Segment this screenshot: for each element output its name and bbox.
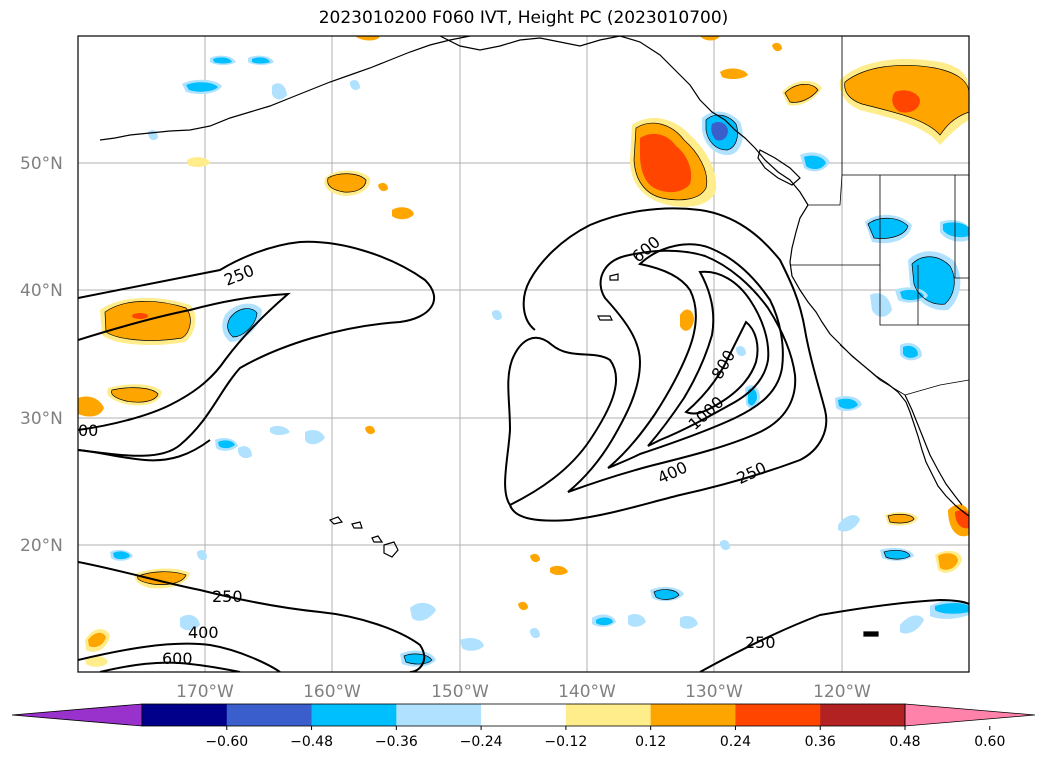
lat-label: 20°N — [20, 536, 63, 556]
colorbar-border — [141, 703, 906, 727]
negative-anomaly-shading — [110, 55, 969, 667]
map-title: 2023010200 F060 IVT, Height PC (20230107… — [318, 8, 729, 28]
lon-label: 140°W — [558, 682, 616, 702]
latitude-labels: 50°N 40°N 30°N 20°N — [20, 154, 63, 556]
lon-label: 160°W — [303, 682, 361, 702]
colorbar-segment — [650, 704, 736, 726]
colorbar-tick-label: −0.36 — [375, 734, 418, 750]
colorbar-tick-label: 0.24 — [720, 734, 751, 750]
colorbar-segment — [142, 704, 228, 726]
colorbar-tick-label: −0.60 — [205, 734, 248, 750]
anomaly-outlines — [104, 65, 969, 665]
colorbar-segment — [396, 704, 482, 726]
lat-label: 30°N — [20, 409, 63, 429]
colorbar-extend-low — [11, 703, 143, 727]
map-background — [78, 36, 969, 672]
contour-label: 600 — [162, 649, 193, 668]
colorbar: −0.60 −0.48 −0.36 −0.24 −0.12 0.12 0.24 0.36 0.4… — [11, 703, 1036, 750]
colorbar-tick-label: 0.48 — [889, 734, 920, 750]
map-frame — [77, 35, 970, 673]
colorbar-extend-high — [904, 703, 1036, 727]
contour-label: 250 — [212, 587, 243, 606]
lon-label: 170°W — [176, 682, 234, 702]
colorbar-tick-label: −0.24 — [460, 734, 503, 750]
colorbar-tick-label: 0.60 — [974, 734, 1005, 750]
lon-label: 120°W — [813, 682, 871, 702]
lat-label: 40°N — [20, 281, 63, 301]
colorbar-segment — [481, 704, 567, 726]
colorbar-segment — [735, 704, 821, 726]
colorbar-tick-label: 0.36 — [805, 734, 836, 750]
colorbar-segment — [565, 704, 652, 726]
contour-label: 400 — [188, 623, 219, 642]
longitude-labels: 170°W 160°W 150°W 140°W 130°W 120°W — [176, 682, 871, 702]
coastlines — [99, 36, 969, 637]
lon-label: 130°W — [685, 682, 743, 702]
colorbar-tick-label: −0.48 — [290, 734, 333, 750]
colorbar-segment — [311, 704, 397, 726]
contour-label: 00 — [78, 421, 98, 440]
colorbar-tick-label: 0.12 — [635, 734, 666, 750]
height-contours — [78, 207, 969, 672]
contour-label: 250 — [745, 633, 776, 652]
lon-label: 150°W — [431, 682, 489, 702]
lat-label: 50°N — [20, 154, 63, 174]
colorbar-segment — [226, 704, 313, 726]
positive-anomaly-shading — [78, 36, 969, 667]
map-content: 250 600 800 1000 400 250 250 400 600 250… — [78, 36, 969, 672]
colorbar-tick-label: −0.12 — [544, 734, 587, 750]
colorbar-segment — [820, 704, 906, 726]
political-borders — [790, 36, 969, 396]
